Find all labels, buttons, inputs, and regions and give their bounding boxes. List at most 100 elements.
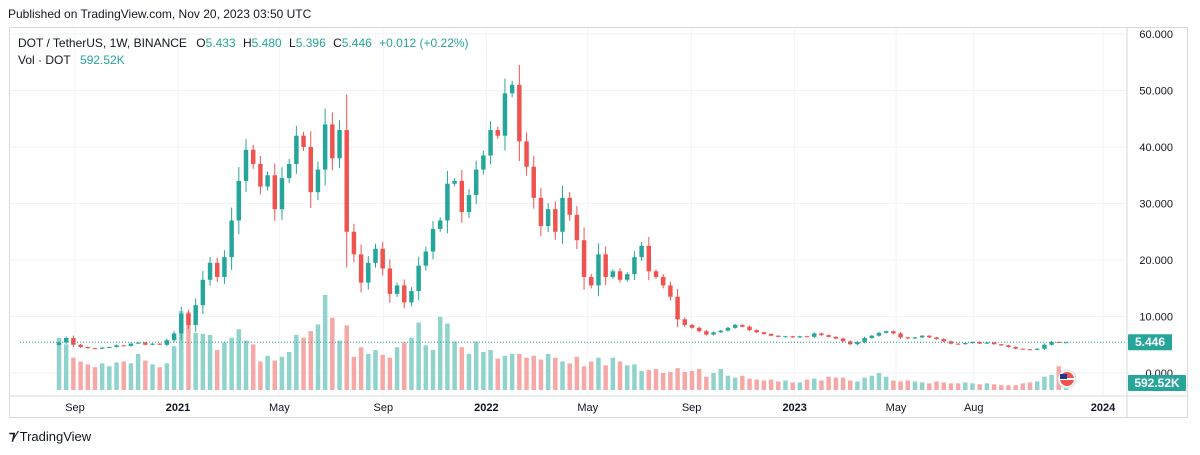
candle-body — [473, 169, 479, 196]
candle-body — [660, 276, 666, 286]
candle-body — [495, 130, 500, 136]
candle-body — [373, 248, 378, 263]
candle-body — [502, 93, 508, 136]
volume-bar — [301, 337, 306, 390]
volume-bar — [545, 353, 551, 390]
volume-bar — [330, 317, 335, 390]
volume-bar — [970, 383, 975, 390]
volume-bar — [653, 369, 659, 390]
x-tick-label: Sep — [682, 402, 702, 414]
low-value: 5.396 — [295, 36, 326, 50]
candle-body — [941, 339, 946, 342]
candle-body — [819, 333, 824, 336]
candle-body — [452, 180, 457, 184]
candle-body — [610, 271, 616, 277]
candle-body — [92, 348, 98, 350]
volume-bar — [617, 361, 623, 390]
candle-body — [682, 319, 688, 325]
volume-bar — [387, 357, 393, 390]
volume-bar — [819, 380, 824, 390]
candle-body — [150, 343, 155, 345]
chart-frame[interactable] — [9, 27, 1188, 418]
candle-body — [301, 135, 306, 147]
x-tick-label: Sep — [65, 402, 85, 414]
price-tag: 5.446 — [1135, 335, 1165, 349]
volume-bar — [668, 371, 673, 390]
candle-body — [1027, 349, 1033, 351]
candle-body — [560, 197, 565, 232]
candle-body — [416, 265, 421, 292]
volume-bar — [581, 366, 587, 390]
candle-body — [934, 337, 939, 340]
volume-bar — [596, 357, 601, 390]
volume-bar — [855, 381, 860, 390]
candle-body — [668, 285, 673, 297]
volume-bar — [869, 375, 875, 390]
volume-bar — [473, 341, 479, 390]
volume-bar — [1006, 385, 1011, 390]
volume-bar — [711, 372, 716, 390]
volume-bar — [150, 364, 155, 390]
volume-bar — [553, 357, 558, 390]
volume-bar — [538, 359, 544, 390]
x-tick-label: May — [886, 402, 907, 414]
candle-body — [869, 335, 875, 338]
volume-bar — [488, 350, 493, 390]
candle-body — [351, 231, 357, 255]
candle-body — [603, 254, 608, 277]
volume-bar — [517, 353, 522, 390]
volume-bar — [1013, 385, 1018, 390]
volume-tag-bg — [1128, 375, 1186, 391]
x-tick-label: Sep — [374, 402, 394, 414]
y-tick-label: 40.000 — [1139, 142, 1173, 154]
volume-bar — [164, 363, 170, 390]
volume-bar — [812, 378, 817, 390]
candle-body — [1013, 347, 1018, 349]
volume-bar — [560, 361, 565, 390]
price-tag-bg — [1128, 334, 1172, 351]
low-label: L — [289, 36, 296, 50]
x-tick-label: Aug — [964, 402, 984, 414]
tradingview-logo[interactable]: ⁊∕ TradingView — [9, 428, 91, 444]
candle-body — [85, 347, 91, 349]
candle-body — [747, 326, 752, 331]
high-value: 5.480 — [251, 36, 282, 50]
volume-bar — [337, 340, 342, 390]
volume-bar — [883, 376, 889, 390]
volume-bar — [452, 341, 457, 390]
close-label: C — [333, 36, 342, 50]
volume-bar — [833, 377, 839, 390]
volume-bar — [984, 383, 990, 390]
volume-bar — [258, 361, 263, 390]
x-tick-label: 2024 — [1091, 402, 1116, 414]
volume-bar — [696, 369, 702, 390]
candle-body — [466, 195, 472, 212]
candle-body — [999, 344, 1004, 346]
y-tick-label: 60.000 — [1139, 29, 1173, 41]
volume-bar — [862, 377, 867, 390]
candle-body — [632, 257, 637, 275]
candle-body — [977, 341, 982, 344]
candle-body — [387, 268, 393, 294]
candle-body — [689, 324, 695, 328]
volume-bar — [114, 362, 119, 390]
volume-bar — [250, 344, 256, 390]
flag-icon[interactable] — [1057, 369, 1077, 389]
candle-body — [711, 332, 716, 335]
candle-body — [574, 214, 580, 241]
volume-bar — [71, 357, 76, 390]
candle-body — [553, 209, 558, 232]
x-tick-label: 2023 — [782, 402, 806, 414]
symbol-label[interactable]: DOT / TetherUS, 1W, BINANCE — [18, 36, 187, 50]
candle-body — [812, 333, 817, 337]
candle-body — [538, 197, 544, 227]
candle-body — [215, 262, 220, 277]
close-value: 5.446 — [341, 36, 372, 50]
volume-bar — [236, 329, 242, 390]
volume-label[interactable]: Vol · DOT — [18, 53, 71, 67]
volume-bar — [768, 379, 774, 390]
candle-body — [589, 276, 594, 286]
candle-body — [617, 271, 623, 280]
volume-bar — [56, 337, 62, 390]
